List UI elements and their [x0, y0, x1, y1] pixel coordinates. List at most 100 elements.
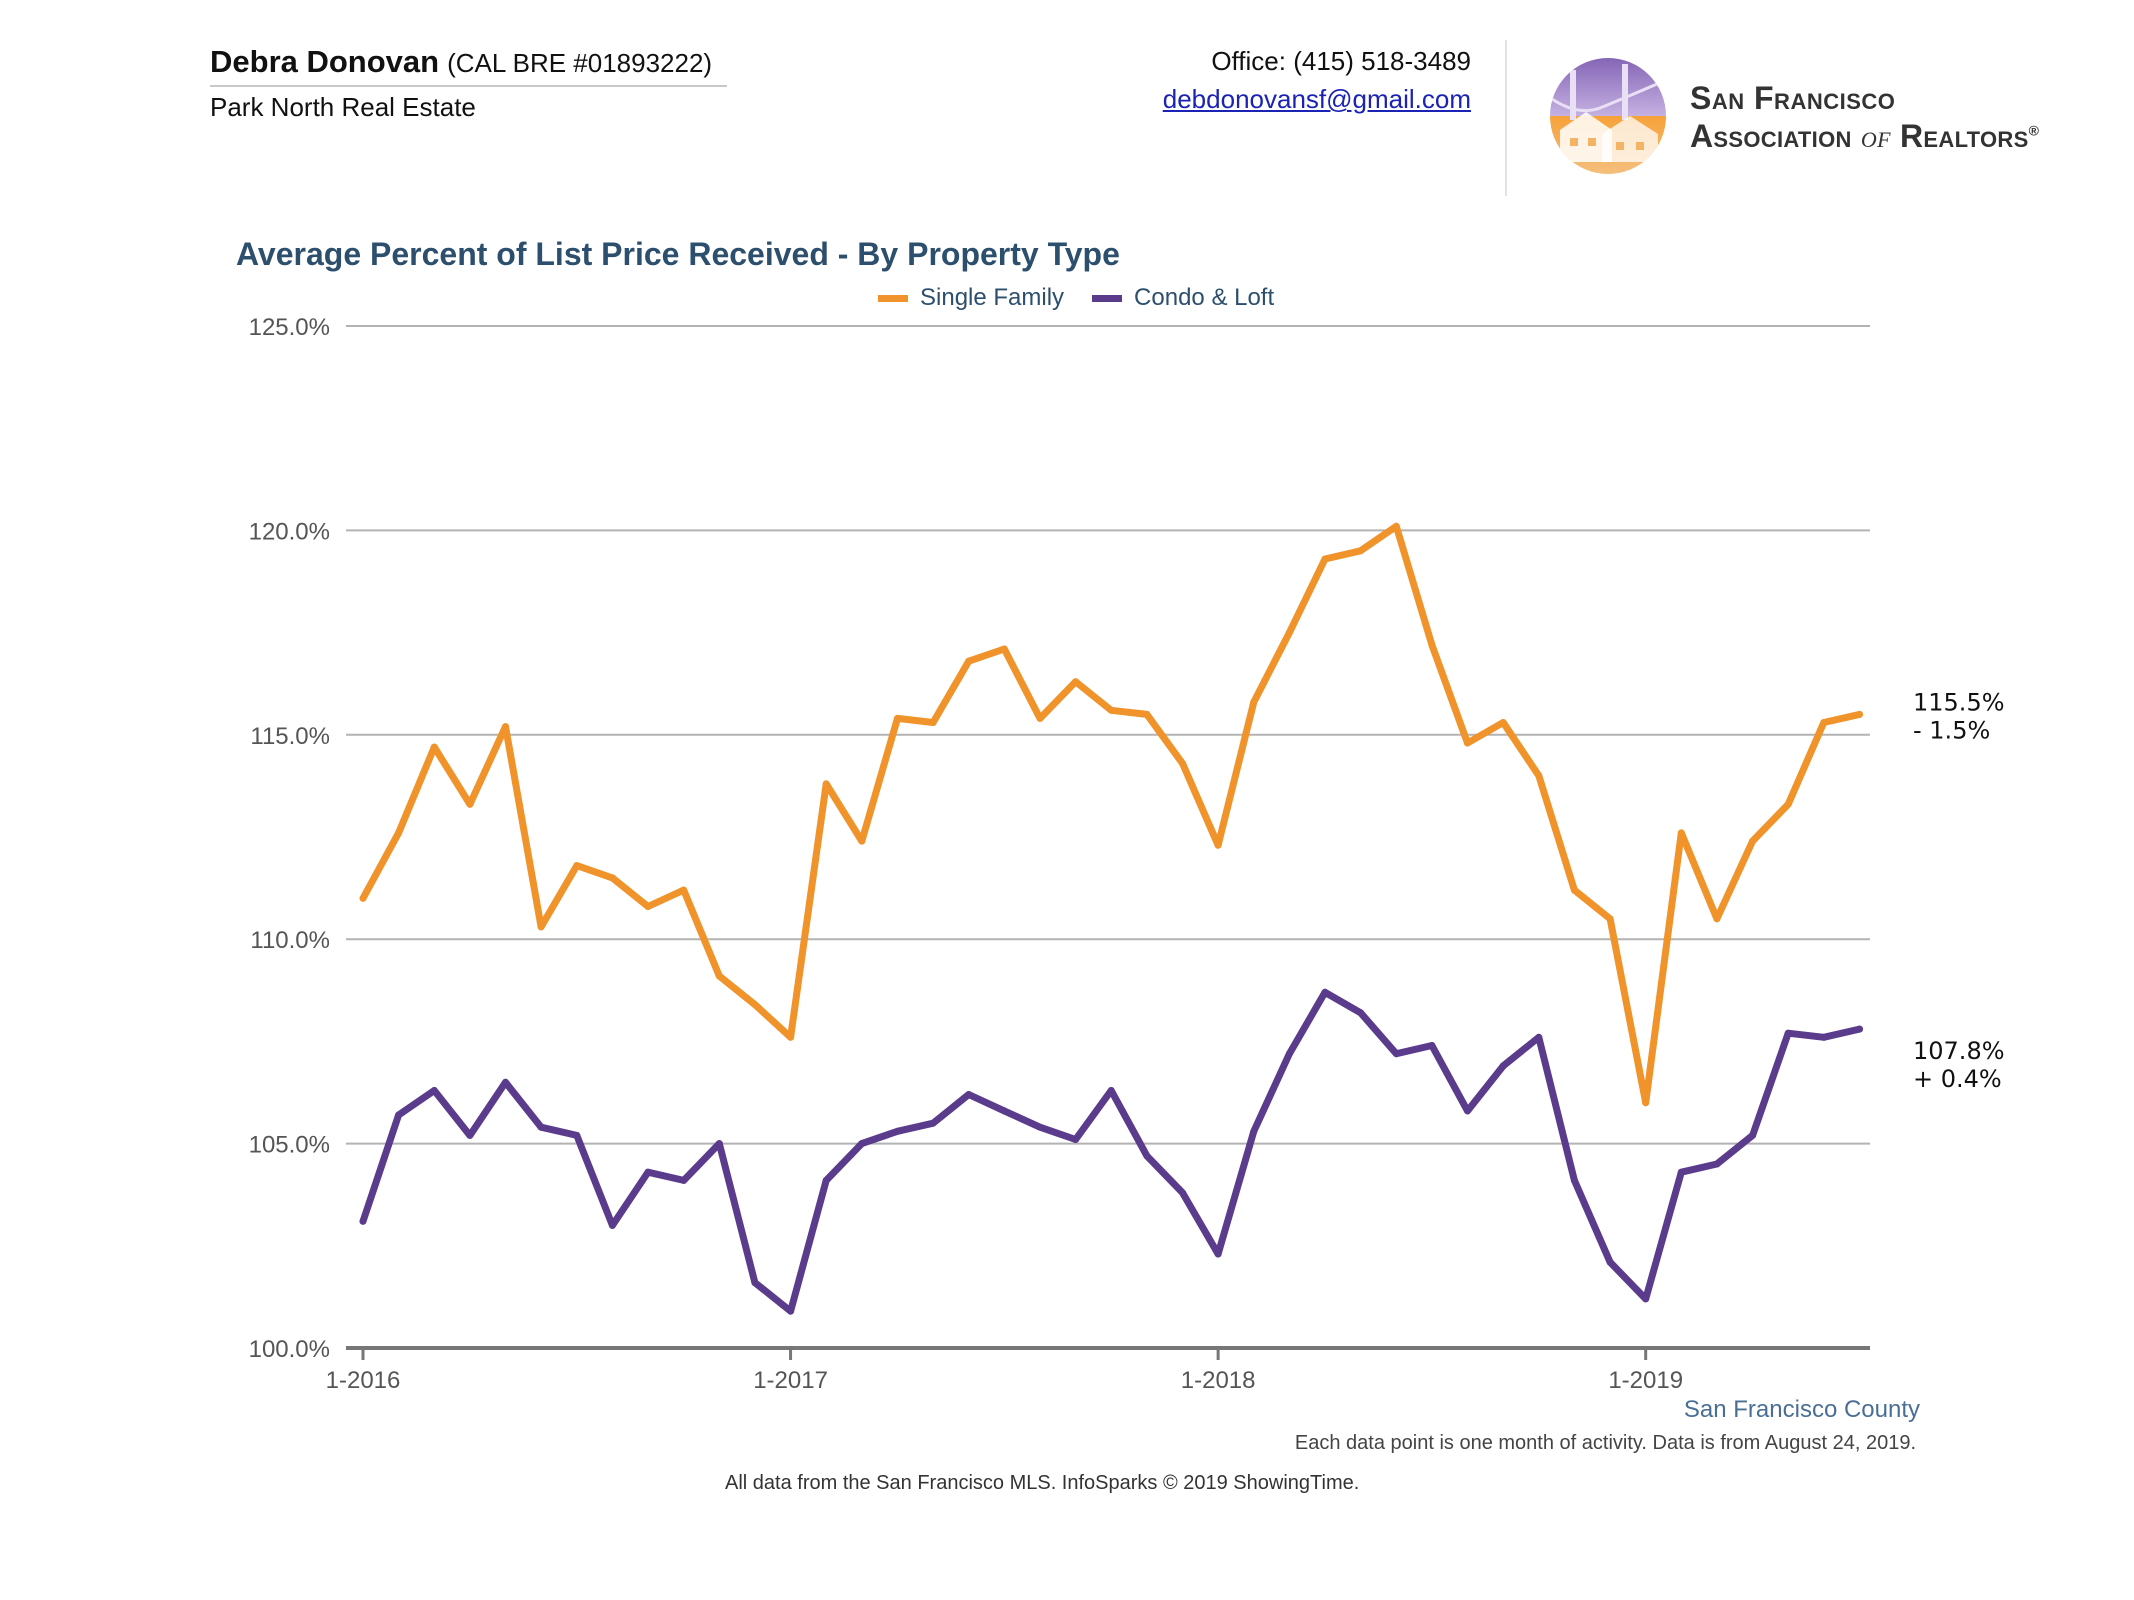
- data-point-condo-loft-29: [1392, 1050, 1400, 1058]
- registered-mark: ®: [2028, 122, 2040, 139]
- data-point-condo-loft-12: [787, 1307, 795, 1315]
- data-point-single-family-0: [359, 894, 367, 902]
- data-point-single-family-35: [1606, 915, 1614, 923]
- series-line-single-family: [359, 522, 1863, 1107]
- data-point-single-family-21: [1107, 706, 1115, 714]
- data-point-condo-loft-15: [894, 1127, 901, 1135]
- data-point-single-family-26: [1285, 629, 1293, 637]
- brokerage-name: Park North Real Estate: [210, 92, 476, 122]
- data-point-condo-loft-40: [1784, 1029, 1792, 1037]
- name-divider: [210, 85, 727, 87]
- data-point-single-family-33: [1535, 772, 1543, 780]
- data-point-single-family-28: [1357, 547, 1365, 555]
- legend-label-single-family: Single Family: [920, 284, 1065, 311]
- data-point-single-family-17: [965, 657, 973, 665]
- legend-item-condo-loft[interactable]: Condo & Loft: [1092, 284, 1274, 312]
- data-point-single-family-15: [894, 714, 901, 722]
- legend-item-single-family[interactable]: Single Family: [878, 284, 1064, 312]
- agent-name-text: Debra Donovan: [210, 44, 440, 79]
- data-point-condo-loft-3: [466, 1131, 474, 1139]
- y-tick-label-1: 105.0%: [249, 1132, 330, 1159]
- data-point-single-family-18: [1000, 645, 1008, 653]
- data-point-single-family-6: [573, 862, 581, 870]
- data-point-condo-loft-5: [537, 1123, 545, 1131]
- legend-swatch-condo-loft: [1092, 294, 1123, 302]
- y-tick-label-3: 115.0%: [250, 723, 330, 750]
- data-point-condo-loft-17: [965, 1091, 973, 1098]
- county-label: San Francisco County: [1683, 1396, 1920, 1423]
- data-point-condo-loft-25: [1250, 1127, 1258, 1135]
- org-name-part-b: Realtors: [1890, 118, 2029, 154]
- data-point-condo-loft-10: [715, 1140, 723, 1148]
- data-point-condo-loft-26: [1285, 1050, 1293, 1058]
- data-point-single-family-23: [1179, 759, 1186, 767]
- data-point-single-family-13: [822, 780, 830, 788]
- data-point-condo-loft-4: [502, 1078, 509, 1086]
- chart-legend: Single Family Condo & Loft: [878, 284, 1302, 312]
- data-point-condo-loft-38: [1713, 1160, 1721, 1168]
- data-point-single-family-39: [1749, 837, 1757, 845]
- data-point-condo-loft-33: [1535, 1033, 1543, 1041]
- x-tick-label-3: 1-2019: [1608, 1367, 1683, 1394]
- data-point-condo-loft-35: [1606, 1258, 1614, 1266]
- data-point-condo-loft-6: [573, 1131, 581, 1139]
- data-point-single-family-9: [680, 886, 688, 894]
- data-point-condo-loft-9: [680, 1176, 688, 1184]
- data-point-condo-loft-22: [1143, 1152, 1151, 1160]
- data-point-condo-loft-24: [1214, 1250, 1222, 1258]
- data-point-condo-loft-41: [1820, 1033, 1828, 1041]
- end-value-label-0: 115.5%: [1913, 688, 2005, 716]
- data-point-single-family-29: [1392, 522, 1400, 530]
- legend-swatch-single-family: [878, 294, 908, 302]
- legend-label-condo-loft: Condo & Loft: [1134, 284, 1275, 311]
- data-point-single-family-8: [644, 903, 652, 910]
- data-point-single-family-34: [1570, 886, 1578, 894]
- data-point-single-family-24: [1214, 841, 1222, 849]
- data-point-condo-loft-1: [395, 1111, 403, 1119]
- end-change-label-1: + 0.4%: [1913, 1065, 2002, 1093]
- data-point-single-family-32: [1499, 719, 1507, 726]
- data-point-condo-loft-14: [858, 1140, 866, 1148]
- data-note: Each data point is one month of activity…: [1294, 1432, 1916, 1454]
- end-change-label-0: - 1.5%: [1913, 716, 1990, 744]
- x-tick-label-2: 1-2018: [1181, 1367, 1256, 1394]
- agent-license: (CAL BRE #01893222): [447, 48, 713, 78]
- data-point-condo-loft-18: [1000, 1107, 1008, 1115]
- data-point-condo-loft-36: [1642, 1295, 1650, 1303]
- data-point-condo-loft-19: [1036, 1123, 1044, 1131]
- data-point-condo-loft-16: [929, 1119, 937, 1127]
- org-name-line1: San Francisco: [1690, 80, 1895, 117]
- data-point-condo-loft-42: [1856, 1025, 1863, 1033]
- data-point-single-family-22: [1143, 710, 1151, 718]
- data-point-single-family-37: [1677, 829, 1685, 837]
- end-value-label-1: 107.8%: [1913, 1037, 2005, 1065]
- data-point-condo-loft-39: [1749, 1131, 1757, 1139]
- data-point-condo-loft-23: [1179, 1189, 1186, 1197]
- y-tick-label-4: 120.0%: [249, 518, 330, 545]
- y-tick-label-0: 100.0%: [249, 1336, 330, 1363]
- email-link[interactable]: debdonovansf@gmail.com: [1162, 84, 1471, 114]
- data-point-condo-loft-27: [1321, 988, 1329, 996]
- org-name-part-a: Association: [1690, 118, 1861, 154]
- data-point-single-family-41: [1820, 719, 1828, 726]
- data-point-single-family-3: [466, 800, 474, 808]
- data-point-condo-loft-30: [1428, 1042, 1436, 1049]
- source-credit: All data from the San Francisco MLS. Inf…: [725, 1472, 1360, 1494]
- data-point-single-family-14: [858, 837, 866, 845]
- data-point-condo-loft-21: [1107, 1087, 1115, 1094]
- org-name-of: of: [1860, 118, 1891, 154]
- data-point-single-family-11: [751, 1001, 759, 1009]
- chart-title: Average Percent of List Price Received -…: [236, 236, 1120, 272]
- x-tick-label-0: 1-2016: [326, 1367, 401, 1394]
- data-point-condo-loft-11: [751, 1279, 759, 1287]
- data-point-condo-loft-2: [430, 1087, 438, 1094]
- data-point-single-family-16: [929, 719, 937, 726]
- data-point-single-family-1: [395, 829, 403, 837]
- data-point-condo-loft-0: [359, 1217, 367, 1225]
- data-point-single-family-4: [502, 723, 509, 731]
- data-point-single-family-19: [1036, 714, 1044, 722]
- header-divider: [1505, 40, 1507, 196]
- data-point-condo-loft-28: [1357, 1009, 1365, 1017]
- data-point-single-family-27: [1321, 555, 1329, 563]
